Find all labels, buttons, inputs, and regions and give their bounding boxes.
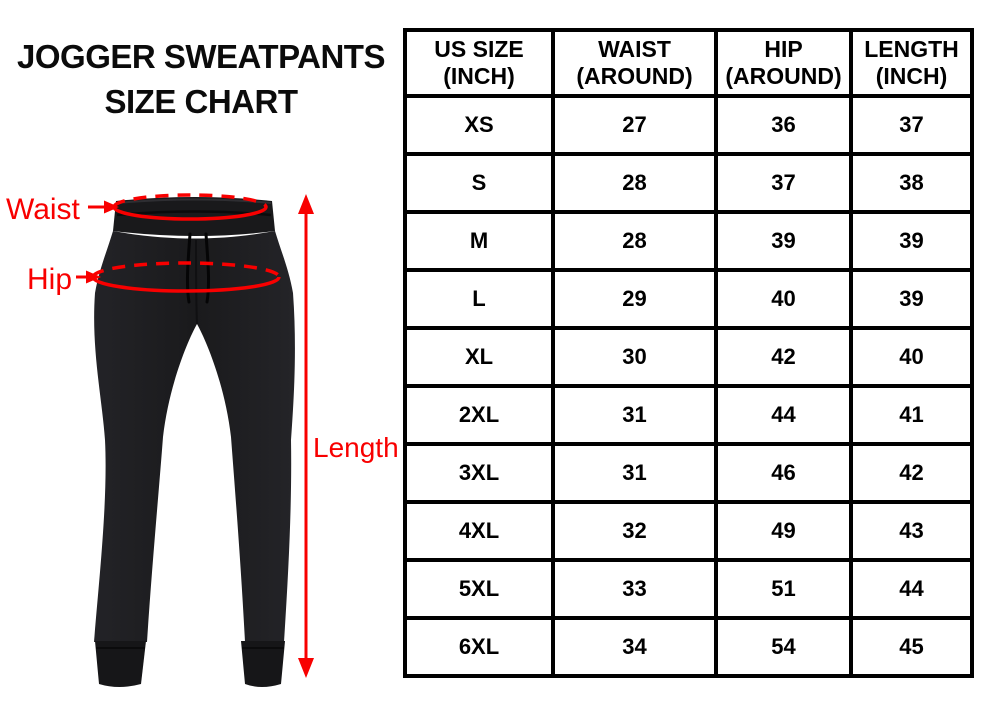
waist-cell: 27 <box>551 94 718 156</box>
hip-ellipse-solid <box>91 276 281 293</box>
pants-illustration <box>94 197 295 687</box>
hip-cell: 39 <box>714 210 853 272</box>
hip-cell: 44 <box>714 384 853 446</box>
length-cell: 45 <box>849 616 974 678</box>
size-cell: L <box>403 268 555 330</box>
size-cell: 2XL <box>403 384 555 446</box>
length-cell: 39 <box>849 210 974 272</box>
length-arrowhead-bottom-icon <box>298 658 314 678</box>
col-header-length: LENGTH (INCH) <box>849 28 974 98</box>
waist-cell: 31 <box>551 442 718 504</box>
col-header-hip: HIP (AROUND) <box>714 28 853 98</box>
hip-cell: 37 <box>714 152 853 214</box>
table-row: 2XL 31 44 41 <box>403 384 974 446</box>
page-title: JOGGER SWEATPANTS SIZE CHART <box>0 34 402 124</box>
size-cell: S <box>403 152 555 214</box>
waist-cell: 30 <box>551 326 718 388</box>
table-header-row: US SIZE (INCH) WAIST (AROUND) HIP (AROUN… <box>403 28 974 98</box>
length-cell: 42 <box>849 442 974 504</box>
waist-cell: 31 <box>551 384 718 446</box>
size-table: US SIZE (INCH) WAIST (AROUND) HIP (AROUN… <box>403 28 974 678</box>
waist-cell: 34 <box>551 616 718 678</box>
size-cell: M <box>403 210 555 272</box>
length-cell: 40 <box>849 326 974 388</box>
hip-cell: 42 <box>714 326 853 388</box>
jogger-pants-diagram: Waist Hip Length <box>6 193 399 687</box>
hip-cell: 54 <box>714 616 853 678</box>
table-row: 6XL 34 54 45 <box>403 616 974 678</box>
col-header-us-size: US SIZE (INCH) <box>403 28 555 98</box>
table-row: M 28 39 39 <box>403 210 974 272</box>
table-row: 3XL 31 46 42 <box>403 442 974 504</box>
hip-cell: 51 <box>714 558 853 620</box>
table-row: 4XL 32 49 43 <box>403 500 974 562</box>
length-arrowhead-top-icon <box>298 194 314 214</box>
table-row: XS 27 36 37 <box>403 94 974 156</box>
waist-cell: 33 <box>551 558 718 620</box>
title-line2: SIZE CHART <box>104 83 299 120</box>
waist-cell: 32 <box>551 500 718 562</box>
hip-label: Hip <box>27 263 72 296</box>
size-cell: XS <box>403 94 555 156</box>
col-header-waist: WAIST (AROUND) <box>551 28 718 98</box>
size-cell: 3XL <box>403 442 555 504</box>
length-cell: 39 <box>849 268 974 330</box>
waist-cell: 28 <box>551 152 718 214</box>
hip-cell: 36 <box>714 94 853 156</box>
hip-cell: 49 <box>714 500 853 562</box>
length-cell: 44 <box>849 558 974 620</box>
table-row: L 29 40 39 <box>403 268 974 330</box>
length-cell: 43 <box>849 500 974 562</box>
hip-cell: 46 <box>714 442 853 504</box>
length-cell: 38 <box>849 152 974 214</box>
waist-ellipse-solid <box>112 206 268 221</box>
table-row: 5XL 33 51 44 <box>403 558 974 620</box>
length-label: Length <box>313 432 399 463</box>
waist-arrowhead-icon <box>104 200 119 214</box>
waist-cell: 28 <box>551 210 718 272</box>
table-row: S 28 37 38 <box>403 152 974 214</box>
waist-label: Waist <box>6 193 81 226</box>
waist-cell: 29 <box>551 268 718 330</box>
hip-ellipse-dashed <box>91 261 281 278</box>
size-cell: 5XL <box>403 558 555 620</box>
hip-arrowhead-icon <box>86 270 101 284</box>
waist-ellipse-dashed <box>112 193 268 208</box>
size-cell: 4XL <box>403 500 555 562</box>
length-cell: 37 <box>849 94 974 156</box>
hip-cell: 40 <box>714 268 853 330</box>
size-cell: 6XL <box>403 616 555 678</box>
measurement-annotations: Waist Hip Length <box>6 193 399 678</box>
table-row: XL 30 42 40 <box>403 326 974 388</box>
title-line1: JOGGER SWEATPANTS <box>17 38 385 75</box>
size-cell: XL <box>403 326 555 388</box>
length-cell: 41 <box>849 384 974 446</box>
